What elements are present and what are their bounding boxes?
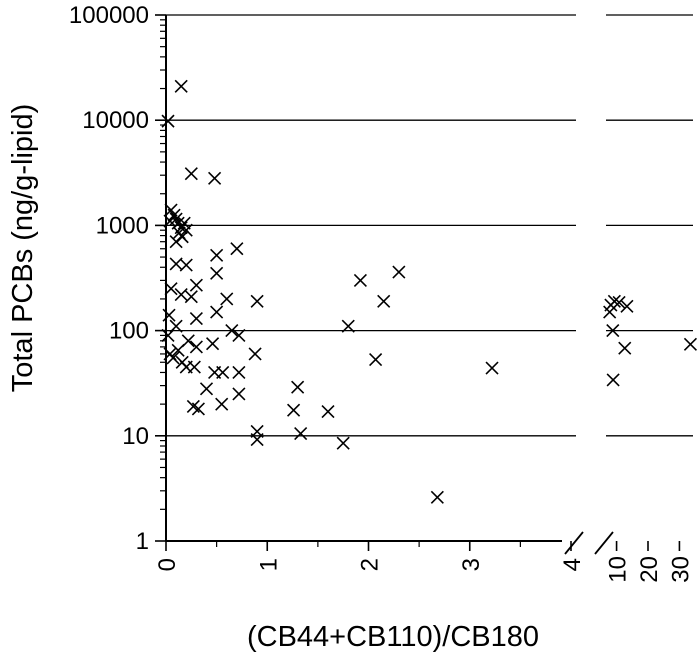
- data-point: [206, 337, 220, 351]
- data-point: [232, 387, 246, 401]
- data-point: [248, 347, 262, 361]
- data-point: [225, 324, 239, 338]
- x-tick-labels: 0 1 2 3 4 10 20 30: [154, 556, 694, 583]
- data-point: [232, 328, 246, 342]
- x-tick-label: 20: [636, 556, 663, 583]
- x-tick-label: 4: [559, 558, 586, 571]
- data-point: [210, 305, 224, 319]
- data-point: [607, 294, 621, 308]
- x-tick-label: 30: [667, 556, 694, 583]
- x-tick-label: 2: [357, 558, 384, 571]
- data-point: [250, 294, 264, 308]
- data-point: [191, 402, 205, 416]
- data-point: [353, 273, 367, 287]
- data-point: [336, 436, 350, 450]
- x-tick-label: 10: [605, 556, 632, 583]
- data-point: [485, 361, 499, 375]
- y-tick-label: 10000: [82, 107, 149, 134]
- data-point: [250, 433, 264, 447]
- data-point: [369, 353, 383, 367]
- data-point: [392, 265, 406, 279]
- axis-break-mark: [564, 531, 584, 555]
- data-point: [321, 404, 335, 419]
- data-point: [179, 258, 193, 272]
- data-point: [232, 365, 246, 380]
- data-point: [377, 294, 391, 308]
- data-point: [179, 223, 193, 237]
- axis-break-mark: [594, 531, 614, 555]
- data-point: [341, 319, 355, 333]
- data-point: [161, 328, 175, 342]
- data-point: [184, 290, 198, 304]
- data-point: [683, 337, 697, 351]
- data-point: [162, 308, 176, 322]
- x-axis-title: (CB44+CB110)/CB180: [247, 621, 539, 653]
- data-point: [612, 295, 626, 310]
- data-point: [166, 351, 180, 365]
- y-tick-labels: 1 10 100 1000 10000 100000: [69, 2, 149, 555]
- data-point: [161, 114, 175, 128]
- data-point: [618, 341, 632, 355]
- data-point: [216, 365, 230, 380]
- data-point: [169, 235, 183, 249]
- data-point: [163, 214, 177, 228]
- data-point: [174, 288, 188, 302]
- data-point: [606, 373, 620, 387]
- y-tick-label: 10: [122, 423, 149, 450]
- data-point: [430, 490, 444, 504]
- x-tick-label: 3: [458, 558, 485, 571]
- data-point: [210, 266, 224, 280]
- data-point: [230, 242, 244, 256]
- data-point: [187, 360, 201, 374]
- data-point: [215, 397, 229, 411]
- data-point: [294, 427, 308, 441]
- y-tick-label: 100: [109, 318, 149, 345]
- data-point: [210, 248, 224, 262]
- x-tick-label: 0: [154, 558, 181, 571]
- data-point: [164, 282, 178, 296]
- data-point: [189, 312, 203, 326]
- data-point: [208, 171, 222, 185]
- y-axis-title: Total PCBs (ng/g-lipid): [7, 104, 39, 393]
- data-point: [167, 208, 181, 222]
- y-tick-label: 1000: [96, 212, 149, 239]
- x-tick-label: 1: [255, 558, 282, 571]
- axes: [155, 14, 681, 555]
- data-point: [189, 278, 203, 292]
- data-point: [287, 403, 301, 417]
- y-tick-label: 100000: [69, 2, 149, 29]
- data-point: [291, 380, 305, 394]
- data-point: [220, 292, 234, 306]
- data-point: [171, 343, 185, 357]
- data-point: [184, 167, 198, 181]
- y-tick-label: 1: [136, 528, 149, 555]
- data-points: [161, 79, 697, 504]
- gridlines: [166, 14, 693, 437]
- data-point: [620, 299, 634, 313]
- data-point: [189, 340, 203, 354]
- data-point: [199, 382, 214, 396]
- data-point: [174, 79, 188, 93]
- data-point: [606, 324, 620, 338]
